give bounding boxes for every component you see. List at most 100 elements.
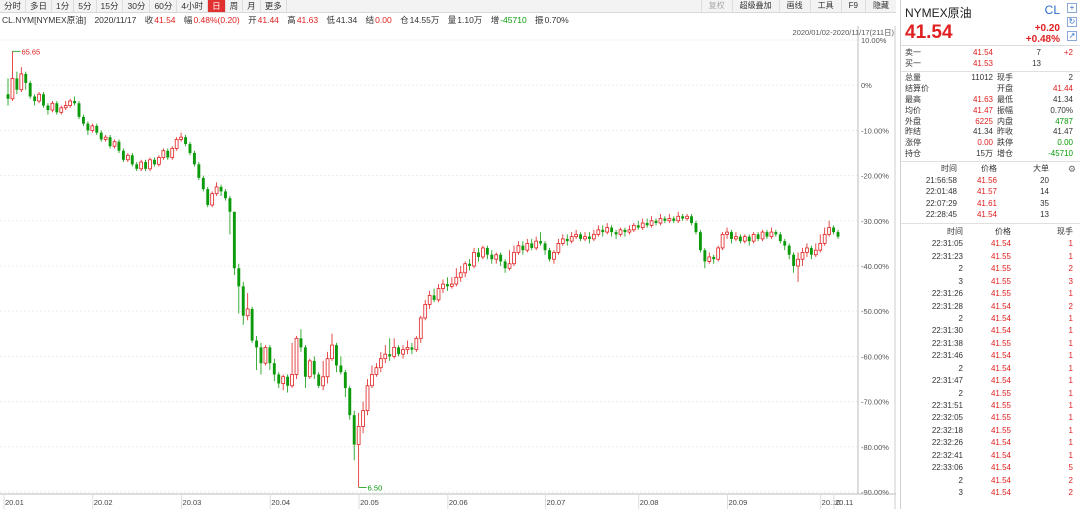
tick-volume: 1 xyxy=(1068,438,1073,448)
candle-body xyxy=(690,216,693,224)
x-tick-label: 20.11 xyxy=(835,498,853,507)
kline-chart[interactable]: 10.00% 0% -10.00% -20.00% -30.00% -40.00% -50.… xyxy=(0,26,896,509)
tick-time: 22:32:18 xyxy=(931,425,963,435)
tick-price: 41.54 xyxy=(990,450,1011,460)
candle-body xyxy=(720,233,725,249)
candle-body xyxy=(245,308,250,317)
stat-label: 涨停 xyxy=(905,138,921,148)
period-button[interactable]: 5分 xyxy=(74,0,97,12)
tool-button[interactable]: 复权 xyxy=(700,0,732,12)
period-button[interactable]: 1分 xyxy=(52,0,75,12)
tick-row: 22:31:51 41.55 1 xyxy=(901,400,1080,412)
tick-price: 41.54 xyxy=(990,301,1011,311)
candle-body xyxy=(153,159,156,165)
candle-body xyxy=(241,286,245,316)
order-time: 22:07:29 xyxy=(925,198,957,208)
period-button[interactable]: 月 xyxy=(243,0,261,12)
quote-row: 卖一 41.54 7 +2 xyxy=(901,48,1080,59)
instrument-name: NYMEX原油 xyxy=(905,6,972,20)
stat-label: 最低 xyxy=(997,94,1013,104)
period-button[interactable]: 30分 xyxy=(123,0,151,12)
candle-body xyxy=(370,374,374,387)
tick-row: 22:31:28 41.54 2 xyxy=(901,301,1080,313)
candle-body xyxy=(170,148,175,158)
candle-body xyxy=(681,216,685,219)
candle-body xyxy=(631,224,636,231)
price-change: +0.20 +0.48% xyxy=(1026,23,1060,45)
tick-row: 2 41.54 2 xyxy=(901,475,1080,487)
candle-body xyxy=(592,233,596,240)
tool-button[interactable]: 画线 xyxy=(778,0,810,12)
stat-label: 昨结 xyxy=(905,127,921,137)
tool-button[interactable]: F9 xyxy=(840,0,865,12)
candle-body xyxy=(663,218,667,221)
candle-body xyxy=(454,276,459,285)
candle-body xyxy=(121,150,125,160)
stat-label: 外盘 xyxy=(905,116,921,126)
candle-body xyxy=(335,345,338,366)
candle-body xyxy=(494,254,499,260)
tick-volume: 1 xyxy=(1068,351,1073,361)
candle-body xyxy=(698,232,702,251)
instrument-code[interactable]: CL xyxy=(1044,3,1060,17)
candle-body xyxy=(73,101,77,104)
add-icon[interactable]: + xyxy=(1067,3,1077,13)
candle-body xyxy=(103,136,108,140)
candle-body xyxy=(512,252,516,265)
candle-body xyxy=(596,229,601,235)
tick-time: 22:32:26 xyxy=(931,438,963,448)
refresh-icon[interactable]: ↻ xyxy=(1067,17,1077,27)
big-order-row: 22:01:48 41.57 14 xyxy=(901,186,1080,197)
y-tick-label: -90.00% xyxy=(861,488,889,497)
period-button[interactable]: 周 xyxy=(226,0,244,12)
tool-button[interactable]: 工具 xyxy=(809,0,841,12)
period-button[interactable]: 分时 xyxy=(0,0,27,12)
stat-label: 均价 xyxy=(905,105,921,115)
candle-body xyxy=(259,347,263,364)
tick-row: 3 41.55 3 xyxy=(901,276,1080,288)
stat-value: 41.34 xyxy=(972,127,993,137)
y-tick-label: -80.00% xyxy=(861,443,889,452)
tick-row: 2 41.55 1 xyxy=(901,388,1080,400)
tick-time: 22:31:30 xyxy=(931,326,963,336)
tick-row: 2 41.54 1 xyxy=(901,313,1080,325)
period-button[interactable]: 更多 xyxy=(261,0,287,12)
y-tick-label: -30.00% xyxy=(861,217,889,226)
candle-body xyxy=(348,388,352,416)
candle-body xyxy=(174,139,179,149)
period-button[interactable]: 多日 xyxy=(26,0,53,12)
stat-value: 41.47 xyxy=(972,105,993,115)
period-button[interactable]: 15分 xyxy=(97,0,124,12)
column-header: 价格 xyxy=(995,227,1011,237)
tool-button[interactable]: 隐藏 xyxy=(865,0,896,12)
candle-body xyxy=(299,338,303,348)
column-header: 现手 xyxy=(1057,227,1073,237)
change-value: +0.20 xyxy=(1034,23,1060,34)
order-price: 41.57 xyxy=(976,187,997,197)
candle-body xyxy=(237,268,241,287)
candle-body xyxy=(339,365,343,373)
tool-button[interactable]: 超级叠加 xyxy=(731,0,779,12)
candle-body xyxy=(507,263,512,269)
candle-body xyxy=(219,186,223,192)
period-button[interactable]: 4小时 xyxy=(177,0,209,12)
settings-gear-icon[interactable]: ⚙ xyxy=(1067,164,1076,175)
stat-label: 现手 xyxy=(997,73,1013,82)
candle-body xyxy=(818,242,823,251)
order-time: 22:01:48 xyxy=(925,187,957,197)
candle-body xyxy=(277,374,281,384)
x-tick-label: 20.10 xyxy=(822,498,841,507)
candle-body xyxy=(787,245,791,255)
order-time: 21:56:58 xyxy=(925,176,957,186)
candle-body xyxy=(832,227,836,233)
big-orders-header: 时间 价格 大单 ⚙ xyxy=(901,163,1080,175)
candle-body xyxy=(552,252,556,260)
candle-body xyxy=(286,376,290,386)
period-button[interactable]: 日 xyxy=(208,0,226,12)
candle-body xyxy=(627,229,632,233)
edit-icon[interactable]: ↗ xyxy=(1067,31,1077,41)
candle-body xyxy=(543,243,547,251)
period-button[interactable]: 60分 xyxy=(150,0,178,12)
candle-body xyxy=(86,123,90,131)
